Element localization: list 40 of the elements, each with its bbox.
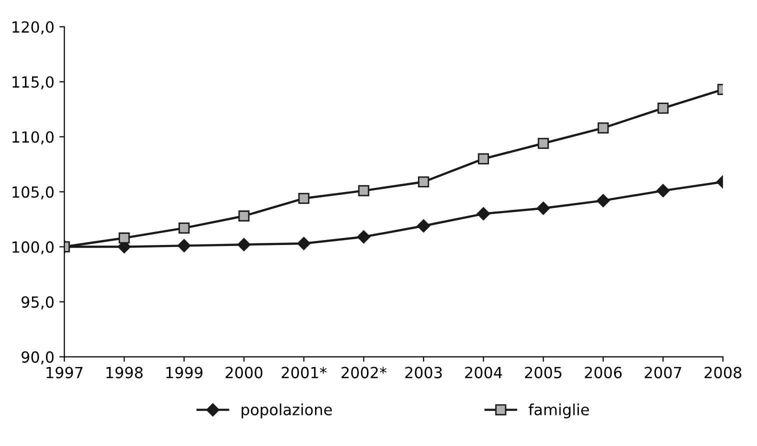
- x-tick-label: 2005: [525, 366, 562, 378]
- point: [656, 184, 670, 198]
- point: [297, 236, 310, 250]
- x-tick-label: 2004: [465, 366, 502, 378]
- y-tick-label: 95,0: [22, 296, 54, 310]
- y-tick-label: 110,0: [12, 131, 54, 144]
- point: [536, 202, 550, 215]
- point: [118, 232, 130, 244]
- y-tick-label: 115,0: [12, 76, 54, 90]
- x-tick-label: 2001*: [282, 366, 327, 378]
- point: [538, 138, 549, 149]
- point: [476, 207, 490, 220]
- x-tick-label: 2002*: [342, 366, 387, 378]
- point: [178, 239, 191, 252]
- x-tick-label: 1998: [106, 366, 143, 378]
- x-tick-label: 2003: [405, 366, 442, 378]
- x-tick-label: 2000: [226, 366, 262, 378]
- point: [358, 185, 370, 196]
- point: [658, 102, 669, 114]
- y-tick-label: 90,0: [22, 351, 54, 364]
- point: [178, 222, 190, 234]
- y-tick-label: 105,0: [12, 186, 54, 200]
- x-tick-label: 2006: [584, 366, 622, 378]
- y-tick-label: 120,0: [12, 21, 54, 34]
- legend-label: famiglie: [528, 404, 589, 418]
- point: [357, 230, 370, 244]
- y-tick-label: 100,0: [12, 241, 54, 254]
- point: [418, 176, 430, 188]
- point: [598, 122, 609, 134]
- point: [416, 219, 430, 232]
- point: [238, 210, 250, 222]
- point: [596, 194, 610, 208]
- legend-label: popolazione: [242, 404, 332, 418]
- x-tick-label: 2007: [644, 366, 682, 378]
- x-tick-label: 1997: [46, 366, 82, 378]
- point: [298, 192, 310, 204]
- x-tick-label: 2008: [704, 366, 742, 378]
- x-tick-label: 1999: [166, 366, 202, 378]
- point: [478, 153, 490, 164]
- point: [237, 238, 251, 252]
